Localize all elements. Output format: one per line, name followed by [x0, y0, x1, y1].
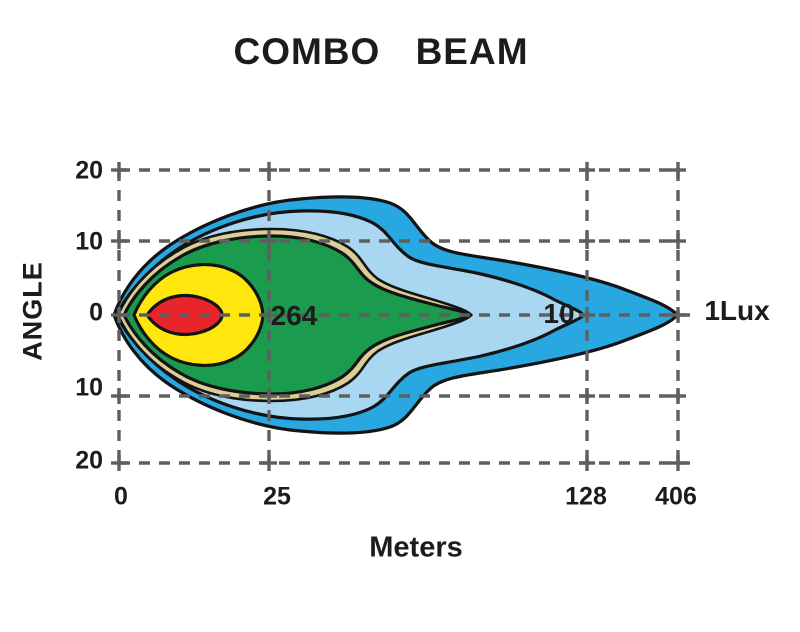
y-tick-label: 0 — [89, 298, 103, 327]
contour-label: 10 — [543, 298, 575, 329]
y-tick-label: 20 — [75, 156, 103, 185]
contour-label: 1Lux — [704, 295, 770, 326]
y-tick-label: 20 — [75, 446, 103, 475]
x-tick-label: 25 — [263, 482, 291, 511]
y-tick-label: 10 — [75, 373, 103, 402]
y-axis-title: ANGLE — [17, 261, 48, 361]
x-tick-label: 128 — [565, 482, 607, 511]
x-tick-label: 0 — [114, 482, 128, 511]
y-tick-label: 10 — [75, 227, 103, 256]
x-axis-title: Meters — [369, 531, 463, 564]
contour-label: 264 — [270, 300, 318, 331]
x-tick-label: 406 — [655, 482, 697, 511]
chart-title: COMBO BEAM — [233, 31, 529, 72]
